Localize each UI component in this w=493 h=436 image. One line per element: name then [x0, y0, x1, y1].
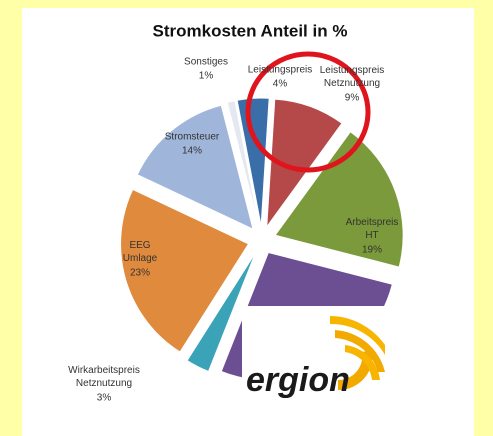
slice-label: Leistungspreis Netznutzung [320, 65, 384, 89]
pie-slice [236, 97, 270, 227]
logo-arc [335, 330, 385, 372]
slice-value-label: 4% [273, 79, 288, 90]
slice-label: Wirkarbeitspreis Netznutzung [68, 365, 140, 389]
slice-value-label: 14% [182, 146, 202, 157]
slice-value-label: 1% [199, 71, 214, 82]
slice-label: Leistungspreis [248, 65, 312, 76]
pie-slice [136, 104, 254, 231]
slice-value-label: 19% [362, 245, 382, 256]
slice-label: Arbeitspreis HT [346, 217, 399, 241]
highlight-circle [245, 51, 371, 173]
logo-arc [345, 345, 380, 380]
chart-title: Stromkosten Anteil in % [153, 21, 348, 40]
logo: ergion [242, 306, 385, 406]
pie-slice [186, 252, 257, 373]
pie-slice [120, 188, 250, 353]
slice-label: Stromsteuer [165, 132, 220, 143]
slice-value-label: 9% [345, 93, 360, 104]
logo-arc [330, 316, 385, 355]
pie-slice [226, 100, 260, 227]
slice-label: EEG Umlage [123, 240, 158, 264]
pie-slice [266, 98, 343, 229]
slice-value-label: 3% [97, 393, 112, 404]
logo-text: ergion [246, 361, 350, 399]
slice-value-label: 23% [130, 268, 150, 279]
slice-label: Sonstiges [184, 57, 228, 68]
